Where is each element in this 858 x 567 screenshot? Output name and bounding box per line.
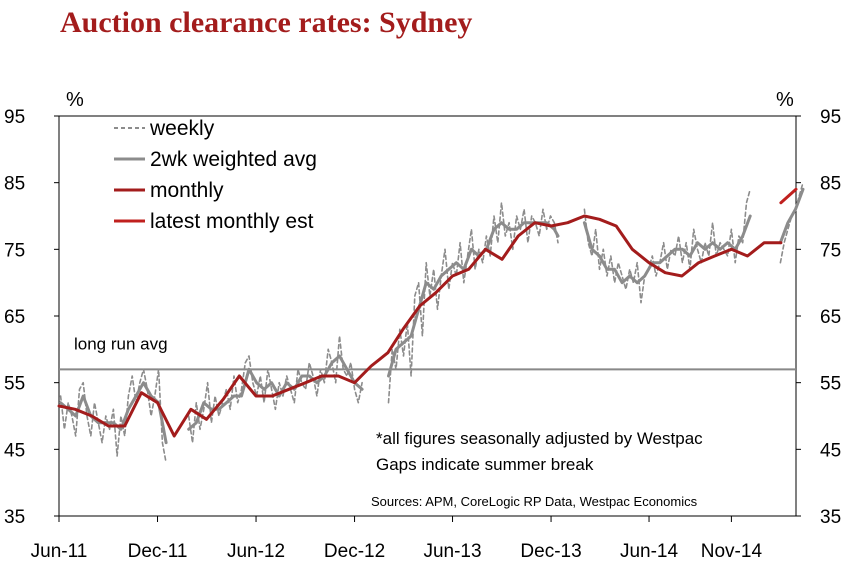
y-tick-label-left: 85 — [4, 174, 25, 195]
series-layer — [57, 181, 805, 464]
y-tick-label-left: 45 — [4, 440, 25, 461]
y-axis-right: 95 85 75 65 55 45 35 — [796, 107, 841, 528]
y-axis-label-left: % — [66, 89, 84, 111]
legend-label-2wk: 2wk weighted avg — [150, 148, 317, 171]
legend-item-2wk: 2wk weighted avg — [114, 148, 317, 171]
x-axis: Jun-11 Dec-11 Jun-12 Dec-12 Jun-13 Dec-13 Jun-… — [31, 516, 763, 562]
x-tick-label: Jun-13 — [423, 541, 481, 562]
y-tick-label-left: 65 — [4, 307, 25, 328]
note-seasonal: *all figures seasonally adjusted by West… — [376, 429, 703, 448]
y-tick-label-right: 35 — [820, 507, 841, 528]
x-tick-label: Dec-13 — [520, 541, 581, 562]
y-tick-label-right: 95 — [820, 107, 841, 128]
series-latest-monthly-est — [779, 187, 798, 205]
x-tick-label: Nov-14 — [701, 541, 763, 562]
y-tick-label-left: 95 — [4, 107, 25, 128]
x-tick-label: Dec-11 — [128, 541, 188, 562]
legend-label-monthly: monthly — [150, 179, 224, 202]
legend-label-weekly: weekly — [149, 117, 215, 140]
y-tick-label-right: 45 — [820, 440, 841, 461]
x-tick-label: Jun-14 — [620, 541, 679, 562]
legend-label-latest: latest monthly est — [150, 210, 314, 233]
series-latest-monthly-est-line — [779, 187, 798, 205]
legend-item-latest: latest monthly est — [114, 210, 314, 233]
note-gaps: Gaps indicate summer break — [376, 455, 594, 474]
x-tick-label: Dec-12 — [324, 541, 385, 562]
y-axis-label-right: % — [776, 89, 794, 111]
y-tick-label-left: 55 — [4, 374, 25, 395]
y-tick-label-right: 65 — [820, 307, 841, 328]
x-tick-label: Jun-11 — [31, 541, 88, 562]
x-tick-label: Jun-12 — [227, 541, 285, 562]
series-weekly-line — [187, 335, 363, 444]
series-2wk-weighted-avg-line — [582, 214, 752, 285]
y-tick-label-left: 35 — [4, 507, 25, 528]
y-tick-label-right: 75 — [820, 240, 841, 261]
chart-title: Auction clearance rates: Sydney — [60, 6, 472, 39]
source-note: Sources: APM, CoreLogic RP Data, Westpac… — [371, 494, 698, 509]
y-tick-label-left: 75 — [4, 240, 25, 261]
series-weekly-line — [387, 201, 559, 404]
series-2wk-weighted-avg-line — [778, 187, 805, 245]
series-2wk-weighted-avg-line — [187, 354, 364, 431]
series-monthly-line — [57, 214, 783, 438]
legend-item-weekly: weekly — [114, 117, 215, 140]
y-axis-left: 95 85 75 65 55 45 35 — [4, 107, 59, 528]
y-tick-label-right: 55 — [820, 374, 841, 395]
legend-item-monthly: monthly — [114, 179, 224, 202]
long-run-avg-label: long run avg — [74, 334, 168, 353]
reference-line-group: long run avg — [59, 334, 796, 371]
legend: weekly 2wk weighted avg monthly latest m… — [114, 117, 317, 233]
y-tick-label-right: 85 — [820, 174, 841, 195]
series-monthly — [57, 214, 783, 438]
